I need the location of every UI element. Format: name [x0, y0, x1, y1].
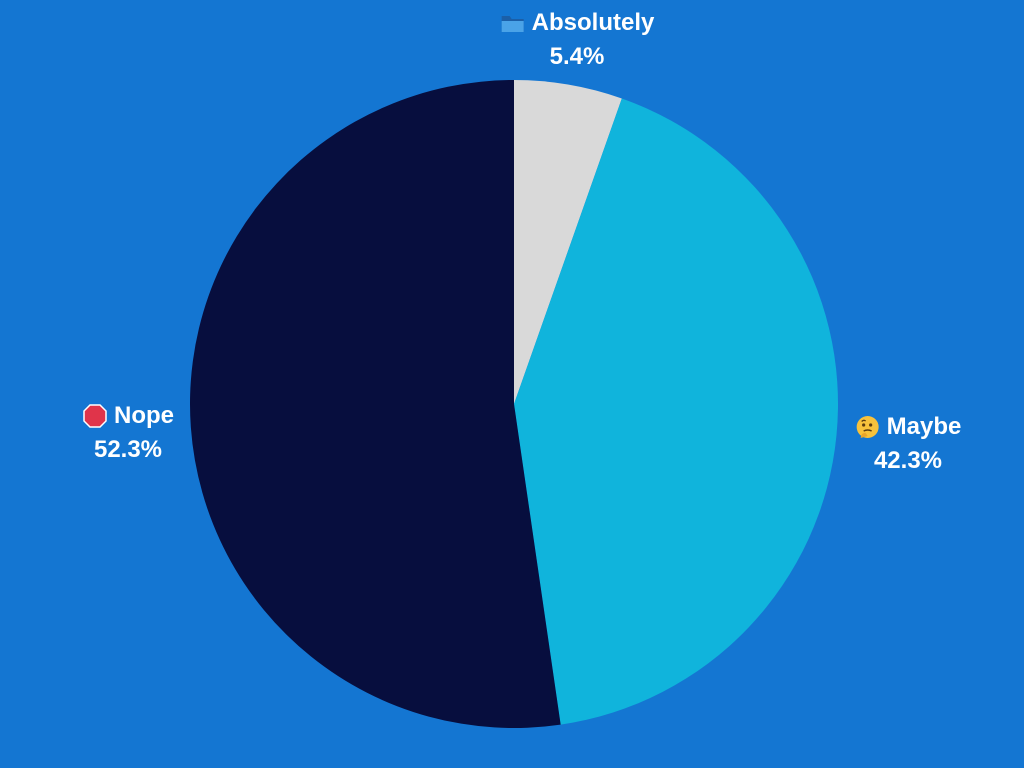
pie-slice-nope	[190, 80, 561, 728]
stop-sign-icon	[83, 404, 107, 428]
slice-name: Maybe	[886, 413, 962, 440]
slice-label-nope: Nope 52.3%	[82, 399, 174, 467]
thinking-face-icon	[856, 416, 879, 438]
slice-name: Nope	[114, 402, 174, 429]
pie-slice-absolutely	[514, 80, 622, 404]
pie-slice-maybe	[514, 98, 838, 725]
slice-label-absolutely: Absolutely 5.4%	[500, 6, 655, 74]
slice-name: Absolutely	[531, 9, 655, 36]
slice-label-maybe: Maybe 42.3%	[855, 410, 962, 478]
folder-icon	[501, 16, 524, 32]
slice-value: 5.4%	[549, 43, 605, 70]
slice-value: 52.3%	[93, 436, 163, 463]
slice-value: 42.3%	[873, 447, 943, 474]
